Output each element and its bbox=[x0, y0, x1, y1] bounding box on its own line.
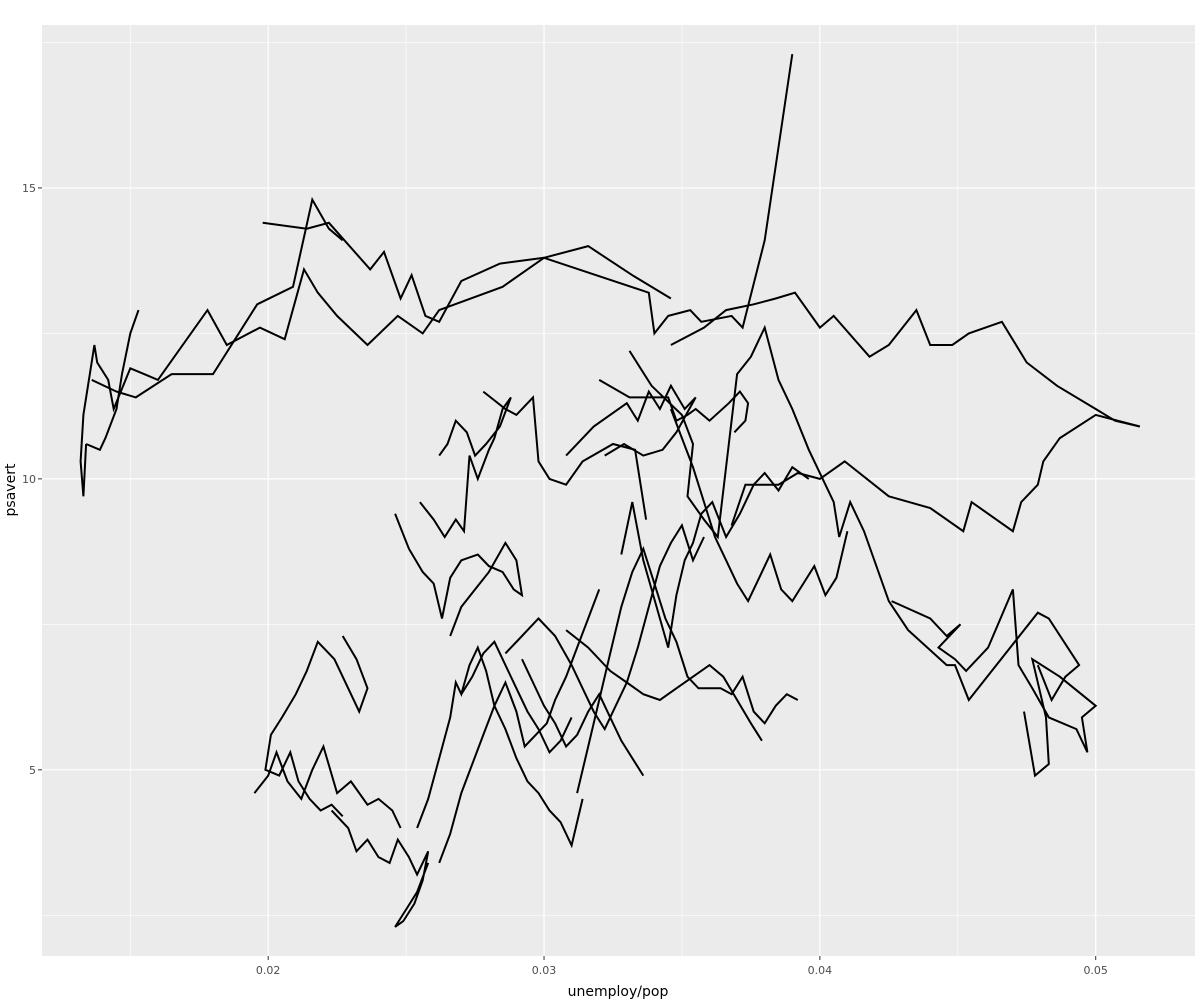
series-line-segment-8 bbox=[598, 379, 750, 433]
series-line-segment-20 bbox=[620, 465, 810, 648]
y-axis-ticks: 5 10 15 bbox=[22, 182, 42, 777]
series-line-segment-13 bbox=[264, 635, 369, 817]
y-tick-label-0: 5 bbox=[29, 764, 36, 777]
series-line-segment-19 bbox=[504, 523, 705, 732]
series-line-segment-22 bbox=[565, 629, 763, 742]
series-line-segment-10 bbox=[482, 390, 648, 520]
series-line-segment-9 bbox=[565, 383, 697, 457]
series-line-segment-0 bbox=[79, 53, 794, 497]
y-axis-title: psavert bbox=[3, 463, 19, 516]
series-line-segment-18 bbox=[576, 545, 799, 794]
plot-panel bbox=[42, 25, 1195, 956]
y-tick-label-2: 15 bbox=[22, 182, 36, 195]
x-axis-ticks: 0.02 0.03 0.04 0.05 bbox=[256, 956, 1108, 977]
series-line-segment-5 bbox=[730, 413, 1141, 533]
x-tick-label-0: 0.02 bbox=[256, 964, 281, 977]
x-tick-label-2: 0.04 bbox=[808, 964, 833, 977]
series-line-segment-6 bbox=[628, 324, 1081, 703]
series-line-segment-4 bbox=[670, 291, 1141, 428]
series-line-segment-21 bbox=[669, 408, 849, 604]
series-line-segment-16 bbox=[416, 644, 584, 849]
y-tick-label-1: 10 bbox=[22, 473, 36, 486]
series-line-segment-24 bbox=[460, 640, 573, 755]
series-line-segment-23 bbox=[521, 658, 645, 777]
series-layer bbox=[79, 53, 1141, 928]
x-tick-label-1: 0.03 bbox=[532, 964, 557, 977]
x-axis-title: unemploy/pop bbox=[568, 984, 669, 1000]
minor-gridlines bbox=[42, 25, 1195, 956]
series-line-segment-17 bbox=[438, 589, 601, 864]
series-line-segment-3 bbox=[262, 221, 672, 324]
series-line-segment-7 bbox=[891, 589, 1098, 778]
series-line-segment-12 bbox=[394, 513, 524, 637]
series-line-segment-15 bbox=[330, 809, 430, 928]
series-line-segment-11 bbox=[419, 396, 512, 539]
series-line-segment-14 bbox=[253, 743, 402, 829]
series-line-segment-1 bbox=[85, 309, 140, 452]
series-line-segment-2 bbox=[91, 196, 344, 399]
x-tick-label-3: 0.05 bbox=[1083, 964, 1108, 977]
